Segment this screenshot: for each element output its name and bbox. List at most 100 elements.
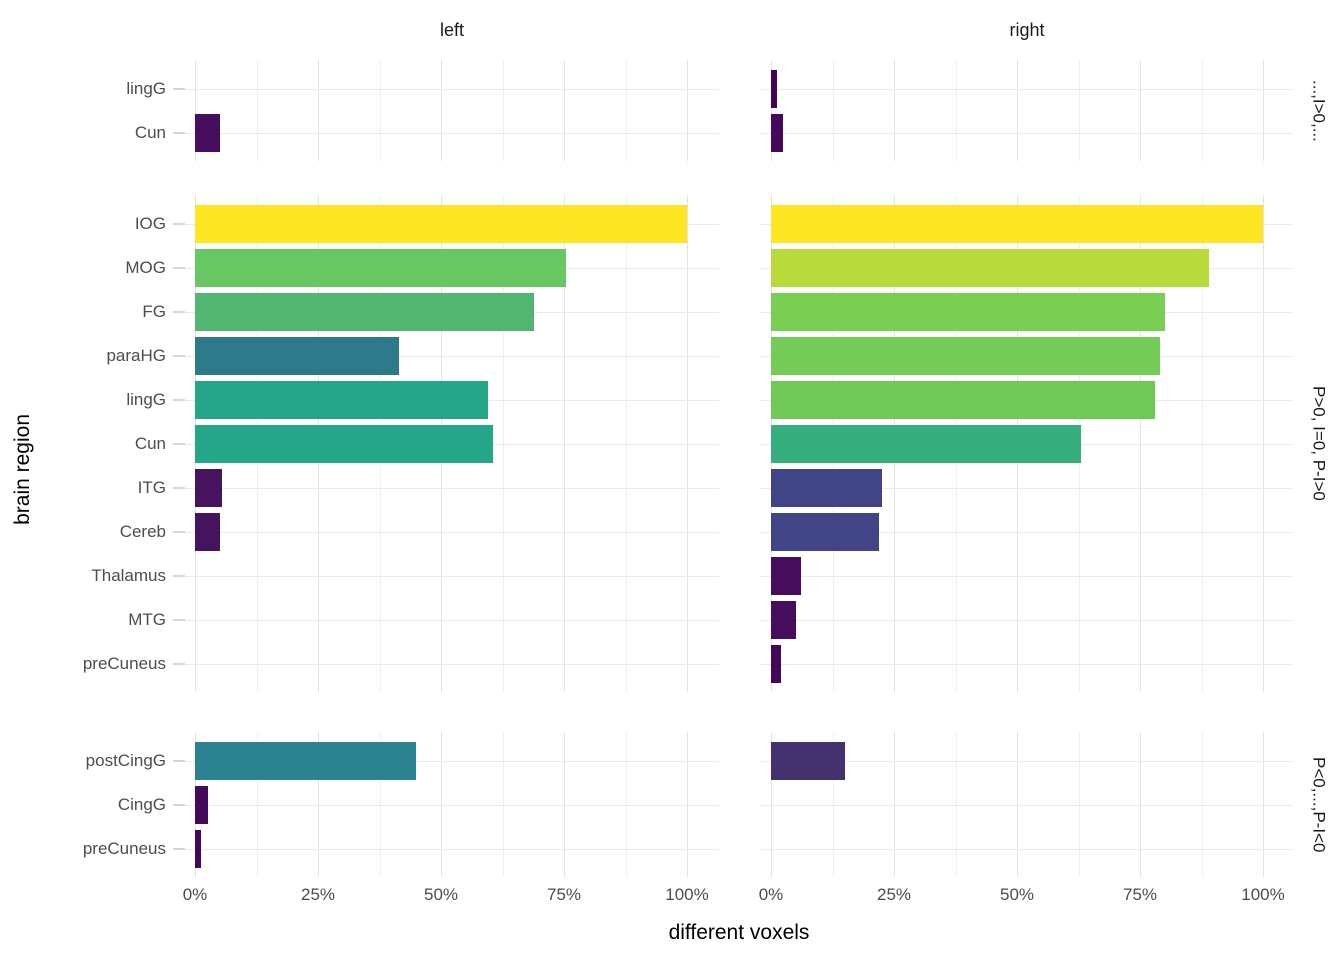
bar-row-left-CingG [185, 783, 719, 827]
bar-left-postCingG [195, 742, 417, 780]
y-tick-mark [173, 311, 185, 313]
gridline-62.5pct [1078, 60, 1080, 161]
bar-row-right-postCingG [761, 739, 1293, 783]
y-label-preCuneus: preCuneus [82, 654, 166, 673]
y-label-ITG: ITG [137, 478, 166, 497]
gridline-100pct [1263, 195, 1264, 692]
bar-right-Thalamus [771, 557, 801, 595]
bar-row-left-MTG [185, 598, 719, 642]
y-label-CingG: CingG [117, 795, 166, 814]
x-tick-label-50%: 50% [999, 885, 1035, 904]
bar-row-left-postCingG [185, 739, 719, 783]
bar-row-left-lingG [185, 378, 719, 422]
y-tick-mark [173, 487, 185, 489]
x-tick-label-0%: 0% [182, 885, 208, 904]
y-tick-mark [173, 399, 185, 401]
gridline-37.5pct [379, 60, 381, 161]
bar-left-Cun [195, 425, 493, 463]
gridline-12.5pct [832, 60, 834, 161]
y-label-row-MOG: MOG [40, 246, 185, 290]
y-label-paraHG: paraHG [106, 346, 166, 365]
y-label-row-MTG: MTG [40, 598, 185, 642]
y-tick-mark [173, 760, 185, 762]
bar-right-MOG [771, 249, 1209, 287]
bar-row-left-preCuneus [185, 642, 719, 686]
bar-row-right-ITG [761, 466, 1293, 510]
y-tick-mark [173, 575, 185, 577]
panel-left [185, 60, 719, 161]
bar-right-postCingG [771, 742, 845, 780]
y-label-row-Cun: Cun [40, 111, 185, 155]
bar-row-right-CingG [761, 783, 1293, 827]
y-tick-mark [173, 531, 185, 533]
facet-strip-label-0: ...,I>0,... [1309, 79, 1329, 142]
bar-right-Cereb [771, 513, 880, 551]
x-axis-right: 0% 25% 50% 75% 100% [759, 877, 1293, 919]
gridline-75pct [1140, 60, 1141, 161]
y-axis-labels-facet-1: IOG MOG FG paraHG lingG Cun ITG Cereb Thalamus MT… [40, 195, 185, 692]
x-axis-row: 0% 25% 50% 75% 100% 0% 25% 50% 75% 100% [0, 877, 1344, 919]
y-label-row-lingG: lingG [40, 378, 185, 422]
y-axis-title-text: brain region [11, 413, 34, 525]
gridline-100pct [1263, 732, 1264, 877]
y-tick-mark [173, 88, 185, 90]
bar-row-right-Cereb [761, 510, 1293, 554]
y-label-row-Cun: Cun [40, 422, 185, 466]
bar-row-right-FG [761, 290, 1293, 334]
y-label-row-paraHG: paraHG [40, 334, 185, 378]
y-label-row-CingG: CingG [40, 783, 185, 827]
y-label-preCuneus: preCuneus [82, 839, 166, 858]
gridline-37.5pct [379, 732, 381, 877]
y-label-FG: FG [142, 302, 166, 321]
bar-row-left-MOG [185, 246, 719, 290]
gridline-25pct [894, 60, 895, 161]
y-tick-mark [173, 267, 185, 269]
facet-row-1: IOG MOG FG paraHG lingG Cun ITG Cereb Thalamus MT… [0, 195, 1344, 692]
gridline-37.5pct [955, 60, 957, 161]
gridline-75pct [564, 732, 565, 877]
facet-header-left: left [439, 20, 464, 40]
y-tick-mark [173, 223, 185, 225]
facet-row-0: lingG Cun ...,I>0,... [0, 60, 1344, 161]
bar-left-Cun [195, 114, 220, 152]
panel-right [761, 60, 1293, 161]
y-label-Cereb: Cereb [119, 522, 166, 541]
gridline-50pct [1017, 60, 1018, 161]
y-label-row-lingG: lingG [40, 67, 185, 111]
gridline-37.5pct [955, 732, 957, 877]
y-label-postCingG: postCingG [85, 751, 166, 770]
y-label-MTG: MTG [128, 610, 166, 629]
bar-row-left-lingG [185, 67, 719, 111]
column-facet-header-row: left right [0, 0, 1344, 60]
x-axis-title: different voxels [668, 921, 810, 944]
bar-left-Cereb [195, 513, 220, 551]
y-tick-mark [173, 443, 185, 445]
y-label-Cun: Cun [134, 434, 166, 453]
x-axis-title-row: different voxels [0, 919, 1344, 959]
facet-strip-2: P<0,...,P-I<0 [1293, 732, 1344, 877]
bar-row-right-Cun [761, 422, 1293, 466]
panel-left [185, 195, 719, 692]
bar-right-MTG [771, 601, 796, 639]
y-tick-mark [173, 132, 185, 134]
x-tick-label-100%: 100% [665, 885, 709, 904]
x-tick-label-25%: 25% [876, 885, 912, 904]
facet-strip-label-2: P<0,...,P-I<0 [1309, 756, 1329, 853]
bar-left-MOG [195, 249, 567, 287]
y-label-row-Thalamus: Thalamus [40, 554, 185, 598]
gridline-62.5pct [1078, 732, 1080, 877]
bar-row-left-ITG [185, 466, 719, 510]
y-label-Cun: Cun [134, 123, 166, 142]
gridline-50pct [1017, 732, 1018, 877]
gridline-87.5pct [1201, 195, 1203, 692]
bar-right-preCuneus [771, 645, 781, 683]
gridline-50pct [441, 60, 442, 161]
gridline-100pct [687, 60, 688, 161]
y-tick-mark [173, 804, 185, 806]
gridline-75pct [564, 195, 565, 692]
y-tick-mark [173, 619, 185, 621]
y-label-Thalamus: Thalamus [91, 566, 166, 585]
bar-row-right-paraHG [761, 334, 1293, 378]
y-label-row-preCuneus: preCuneus [40, 642, 185, 686]
facet-strip-0: ...,I>0,... [1293, 60, 1344, 161]
